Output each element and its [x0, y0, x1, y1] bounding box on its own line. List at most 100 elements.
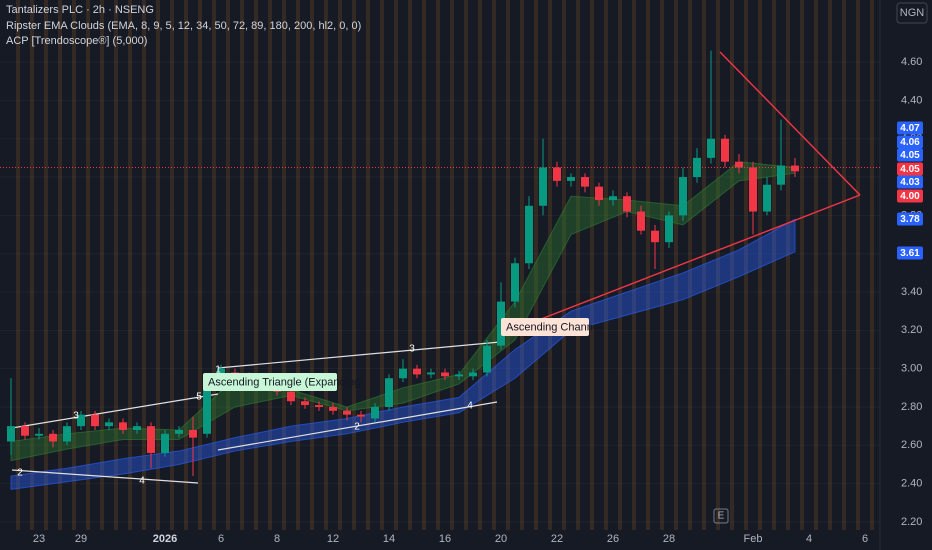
- session-stripe: [366, 0, 370, 530]
- price-badge-label: 4.03: [900, 177, 920, 188]
- session-stripe: [464, 0, 468, 530]
- candle-body: [455, 374, 463, 377]
- session-stripe: [856, 0, 860, 530]
- session-stripe: [282, 0, 286, 530]
- price-badge: [897, 246, 923, 260]
- session-stripe: [30, 0, 34, 530]
- background: [16, 0, 874, 530]
- session-stripe: [184, 0, 188, 530]
- candle-body: [735, 161, 743, 168]
- price-badge-label: 4.00: [900, 191, 920, 202]
- candle-body: [315, 405, 323, 407]
- y-tick-label: 2.20: [901, 516, 922, 528]
- pattern-line: [504, 194, 861, 334]
- candle-body: [119, 422, 127, 430]
- y-tick-label: 3.40: [901, 286, 922, 298]
- candle-body: [189, 429, 197, 438]
- session-stripe: [674, 0, 678, 530]
- candle-body: [91, 414, 99, 427]
- session-stripe: [604, 0, 608, 530]
- session-stripe: [478, 0, 482, 530]
- y-tick-label: 2.80: [901, 401, 922, 413]
- pivot-label: 4: [139, 476, 145, 487]
- candle-body: [371, 406, 379, 419]
- candle-body: [343, 410, 351, 415]
- candle-body: [147, 426, 155, 453]
- candle-body: [105, 422, 113, 427]
- x-tick-label: 16: [439, 533, 451, 545]
- pivot-label: 4: [467, 401, 473, 412]
- session-stripe: [730, 0, 734, 530]
- session-stripe: [562, 0, 566, 530]
- annotation-label: Ascending Channel: [506, 321, 601, 333]
- chart-title: Tantalizers PLC · 2h · NSENG: [6, 4, 154, 16]
- x-tick-label: 12: [327, 533, 339, 545]
- annotation-box: [501, 318, 589, 336]
- candle-body: [21, 426, 29, 436]
- candle-body: [777, 165, 785, 185]
- candle-body: [525, 205, 533, 264]
- session-stripe: [338, 0, 342, 530]
- session-stripe: [618, 0, 622, 530]
- session-stripe: [716, 0, 720, 530]
- session-stripe: [688, 0, 692, 530]
- candle-body: [63, 426, 71, 442]
- session-stripe: [758, 0, 762, 530]
- candle-body: [721, 138, 729, 162]
- annotation-box: [203, 373, 337, 391]
- pivot-label: 3: [409, 344, 415, 355]
- pivot-label: 1: [215, 365, 221, 376]
- event-marker[interactable]: [713, 508, 729, 524]
- candle-body: [763, 184, 771, 212]
- y-tick-label: 2.40: [901, 478, 922, 490]
- x-tick-label: 6: [218, 533, 224, 545]
- pivot-label: 3: [73, 411, 79, 422]
- session-stripe: [786, 0, 790, 530]
- price-badge: [897, 175, 923, 189]
- session-stripe: [226, 0, 230, 530]
- session-stripe: [800, 0, 804, 530]
- y-tick-label: 4.60: [901, 56, 922, 68]
- candle-body: [483, 345, 491, 373]
- session-stripe: [492, 0, 496, 530]
- session-stripe: [422, 0, 426, 530]
- x-tick-label: 26: [607, 533, 619, 545]
- candle-body: [399, 368, 407, 379]
- candle-body: [707, 138, 715, 158]
- price-badge-label: 4.06: [900, 137, 920, 148]
- y-tick-label: 3.00: [901, 363, 922, 375]
- candle-body: [595, 186, 603, 201]
- session-stripe: [702, 0, 706, 530]
- event-label[interactable]: E: [718, 511, 725, 522]
- x-tick-label: 8: [274, 533, 280, 545]
- pivot-label: 5: [196, 392, 202, 403]
- session-stripe: [534, 0, 538, 530]
- session-stripe: [842, 0, 846, 530]
- pattern-lines: [11, 51, 861, 484]
- session-stripe: [44, 0, 48, 530]
- price-badge: [897, 189, 923, 203]
- session-stripe: [632, 0, 636, 530]
- candle-body: [791, 165, 799, 172]
- y-tick-label: 2.60: [901, 439, 922, 451]
- session-stripe: [254, 0, 258, 530]
- session-stripe: [814, 0, 818, 530]
- candle-body: [49, 433, 57, 442]
- candle-body: [203, 387, 211, 434]
- session-stripe: [576, 0, 580, 530]
- candle-body: [609, 196, 617, 201]
- price-badge-label: 4.07: [900, 123, 920, 134]
- candle-body: [175, 429, 183, 434]
- currency-label[interactable]: NGN: [900, 7, 925, 19]
- price-badge: [897, 162, 923, 176]
- session-stripe: [16, 0, 20, 530]
- candle-body: [469, 372, 477, 377]
- price-badge: [897, 121, 923, 135]
- candle-body: [161, 433, 169, 453]
- price-badge-label: 4.05: [900, 164, 920, 175]
- session-stripe: [86, 0, 90, 530]
- x-tick-label: 14: [383, 533, 395, 545]
- session-stripe: [114, 0, 118, 530]
- candle-body: [553, 167, 561, 181]
- currency-button[interactable]: [896, 2, 928, 24]
